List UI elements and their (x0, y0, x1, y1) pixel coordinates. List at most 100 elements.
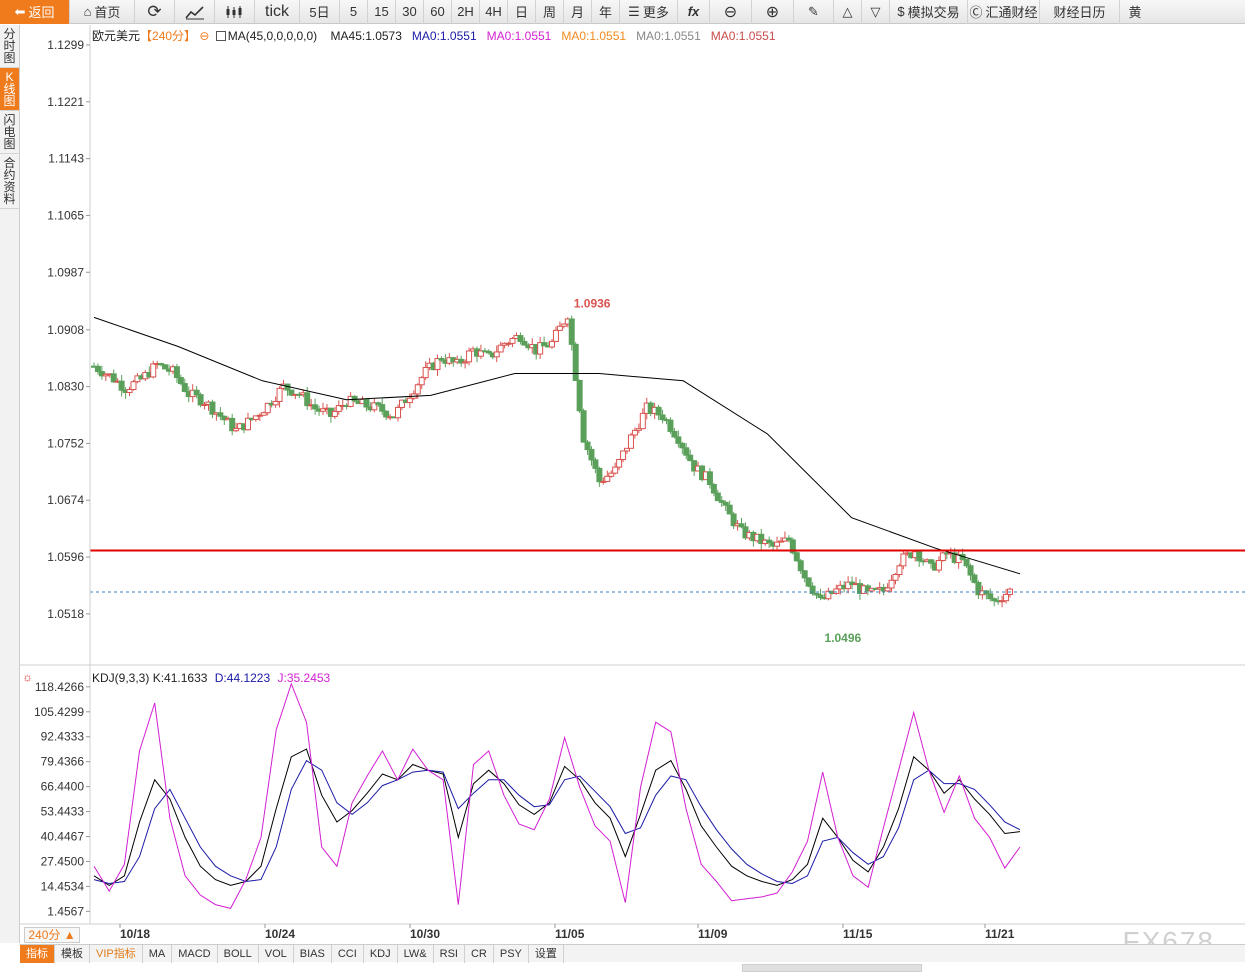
candle-body (422, 367, 429, 379)
candle-body (718, 500, 725, 503)
period-5m[interactable]: 5 (340, 0, 368, 24)
indicator-boll[interactable]: BOLL (218, 944, 259, 963)
candle-body (312, 404, 319, 410)
candle-body (509, 337, 516, 344)
period-15m[interactable]: 15 (368, 0, 396, 24)
candle-body (592, 459, 599, 469)
indicator-bias[interactable]: BIAS (294, 944, 332, 963)
chart-svg[interactable]: 1.0936 1.0496 1.1299 1.1221 1.1143 1.1065 1.0… (20, 25, 1245, 943)
kdj-d: D:44.1223 (214, 671, 271, 685)
candle-body (560, 323, 567, 327)
period-tick[interactable]: tick (255, 0, 300, 24)
candle-body (987, 593, 994, 600)
line-chart-button[interactable] (175, 0, 215, 24)
kdj-axis-label: 1.4567 (47, 904, 84, 918)
period-4h[interactable]: 4H (480, 0, 508, 24)
kdj-axis-label: 79.4366 (41, 755, 85, 769)
chart-scrollbar[interactable] (742, 964, 922, 972)
calendar-button[interactable]: 财经日历 (1040, 0, 1120, 24)
candle-body (217, 412, 224, 417)
candle-body (395, 406, 402, 419)
candle-body (576, 379, 583, 412)
ma-setting-icon[interactable] (215, 31, 226, 41)
period-day[interactable]: 日 (508, 0, 536, 24)
candle-body (485, 350, 492, 354)
period-year[interactable]: 年 (592, 0, 620, 24)
huitong-button[interactable]: Ⓒ 汇通财经 (968, 0, 1040, 24)
period-week[interactable]: 周 (536, 0, 564, 24)
tab-kline[interactable]: K线图 (0, 68, 19, 111)
candle-body (371, 402, 378, 411)
candle-chart-button[interactable] (215, 0, 255, 24)
candle-body (126, 389, 133, 393)
ma-setting[interactable]: MA(45,0,0,0,0,0) (227, 29, 318, 43)
date-axis-label: 10/24 (265, 927, 295, 941)
candle-body (418, 377, 425, 386)
tab-flash[interactable]: 闪电图 (0, 111, 19, 154)
candle-body (785, 537, 792, 541)
candle-body (801, 570, 808, 579)
kdj-axis-label: 118.4266 (35, 680, 84, 694)
template-tab[interactable]: 模板 (55, 944, 90, 963)
candle-body (679, 442, 686, 449)
home-button[interactable]: ⌂ 首页 (70, 0, 135, 24)
kdj-name[interactable]: KDJ(9,3,3) (92, 671, 150, 685)
indicator-settings[interactable]: 设置 (529, 944, 564, 963)
candle-body (888, 579, 895, 589)
indicator-psy[interactable]: PSY (494, 944, 529, 963)
more-button[interactable]: ☰ 更多 (620, 0, 678, 24)
candle-body (935, 559, 942, 571)
tab-contract-info[interactable]: 合约资料 (0, 154, 19, 209)
period-selector[interactable]: 240分 ▲ (24, 927, 80, 943)
indicator-macd[interactable]: MACD (172, 944, 218, 963)
chart-area[interactable]: 1.0936 1.0496 1.1299 1.1221 1.1143 1.1065 1.0… (20, 25, 1245, 946)
period-2h[interactable]: 2H (452, 0, 480, 24)
candle-body (967, 565, 974, 576)
candle-body (825, 590, 832, 600)
vip-indicator-tab[interactable]: VIP指标 (90, 944, 143, 963)
zoom-out-button[interactable]: ⊖ (710, 0, 752, 24)
indicator-ma[interactable]: MA (143, 944, 173, 963)
indicator-cr[interactable]: CR (465, 944, 494, 963)
period-60m[interactable]: 60 (424, 0, 452, 24)
refresh-button[interactable]: ⟳ (135, 0, 175, 24)
indicator-rsi[interactable]: RSI (434, 944, 465, 963)
candle-body (162, 364, 169, 370)
back-arrow-icon: ⬅ (14, 3, 26, 19)
period-30m[interactable]: 30 (396, 0, 424, 24)
indicator-cci[interactable]: CCI (332, 944, 364, 963)
draw-button[interactable]: ✎ (794, 0, 834, 24)
candle-body (549, 340, 555, 348)
period-5d[interactable]: 5日 (300, 0, 340, 24)
kdj-line-d (93, 759, 1021, 885)
indicator-kdj[interactable]: KDJ (364, 944, 398, 963)
candle-icon (226, 5, 241, 18)
candle-body (272, 400, 279, 406)
formula-button[interactable]: fx (678, 0, 710, 24)
gold-button[interactable]: 黄 (1128, 5, 1142, 20)
indicator-lw[interactable]: LW& (398, 944, 434, 963)
candle-body (655, 406, 662, 416)
candle-body (398, 399, 405, 408)
zoom-in-button[interactable]: ⊕ (752, 0, 794, 24)
kdj-settings-icon[interactable]: ☼ (22, 670, 33, 684)
candle-body (730, 513, 737, 527)
back-button[interactable]: ⬅ 返回 (0, 0, 70, 24)
triangle-down-button[interactable]: ▽ (862, 0, 890, 24)
price-axis-label: 1.0674 (47, 493, 84, 507)
candle-body (130, 381, 137, 391)
candle-body (896, 565, 903, 575)
date-axis-label: 11/21 (985, 927, 1015, 941)
period-month[interactable]: 月 (564, 0, 592, 24)
indicator-tab[interactable]: 指标 (20, 944, 55, 963)
indicator-vol[interactable]: VOL (259, 944, 294, 963)
ma-value-5: MA0:1.0551 (710, 29, 776, 43)
tab-timeshare[interactable]: 分时图 (0, 25, 19, 68)
triangle-up-icon: △ (842, 3, 853, 19)
candle-body (639, 412, 646, 430)
candle-body (568, 318, 575, 345)
triangle-up-button[interactable]: △ (834, 0, 862, 24)
kdj-axis-label: 27.4500 (41, 854, 85, 868)
settings-icon[interactable]: ⊖ (196, 29, 213, 43)
sim-trade-button[interactable]: $ 模拟交易 (890, 0, 968, 24)
